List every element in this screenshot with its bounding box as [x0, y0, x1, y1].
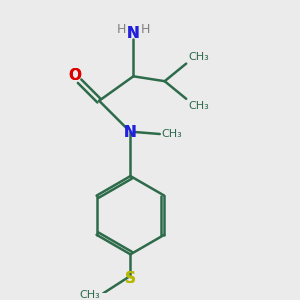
Text: CH₃: CH₃ — [162, 129, 182, 139]
Text: N: N — [127, 26, 140, 41]
Text: N: N — [124, 124, 137, 140]
Text: CH₃: CH₃ — [188, 52, 209, 61]
Text: O: O — [68, 68, 81, 83]
Text: O: O — [68, 68, 81, 83]
Text: S: S — [125, 271, 136, 286]
Text: S: S — [125, 271, 136, 286]
Text: N: N — [124, 124, 137, 140]
Text: H: H — [117, 23, 126, 36]
Text: CH₃: CH₃ — [80, 290, 100, 300]
Text: CH₃: CH₃ — [188, 101, 209, 111]
Text: H: H — [140, 23, 150, 36]
Text: N: N — [127, 26, 140, 41]
